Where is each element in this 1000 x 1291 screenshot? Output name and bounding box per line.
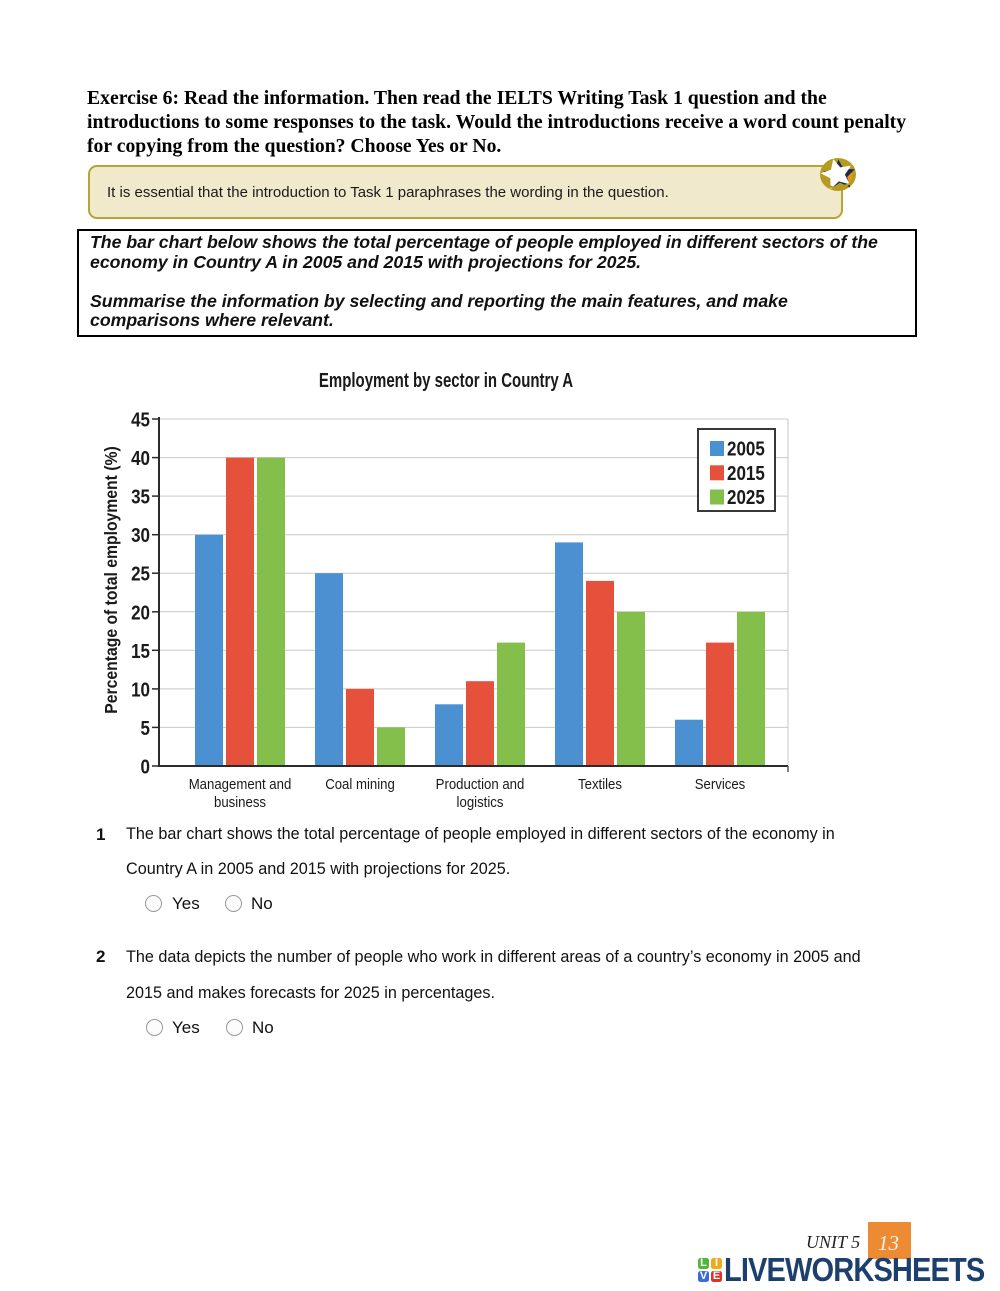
svg-text:40: 40 xyxy=(131,447,150,470)
svg-text:30: 30 xyxy=(131,524,150,547)
svg-text:2015: 2015 xyxy=(727,462,765,485)
svg-text:25: 25 xyxy=(131,562,150,585)
svg-text:Coal mining: Coal mining xyxy=(325,775,395,792)
svg-text:10: 10 xyxy=(131,678,150,701)
svg-text:Textiles: Textiles xyxy=(578,775,622,792)
svg-text:15: 15 xyxy=(131,639,150,662)
svg-text:2005: 2005 xyxy=(727,437,765,460)
svg-text:Production and: Production and xyxy=(436,775,525,792)
svg-text:Services: Services xyxy=(695,775,746,792)
svg-text:logistics: logistics xyxy=(457,793,504,810)
svg-text:0: 0 xyxy=(141,755,150,778)
svg-text:Percentage of total employment: Percentage of total employment (%) xyxy=(101,446,121,713)
svg-text:business: business xyxy=(214,793,266,810)
svg-text:35: 35 xyxy=(131,485,150,508)
svg-text:2025: 2025 xyxy=(727,486,765,509)
svg-text:5: 5 xyxy=(141,716,150,739)
svg-text:Management and: Management and xyxy=(189,775,292,792)
svg-text:20: 20 xyxy=(131,601,150,624)
svg-text:45: 45 xyxy=(131,408,150,431)
svg-text:Employment by sector in Countr: Employment by sector in Country A xyxy=(319,369,573,392)
